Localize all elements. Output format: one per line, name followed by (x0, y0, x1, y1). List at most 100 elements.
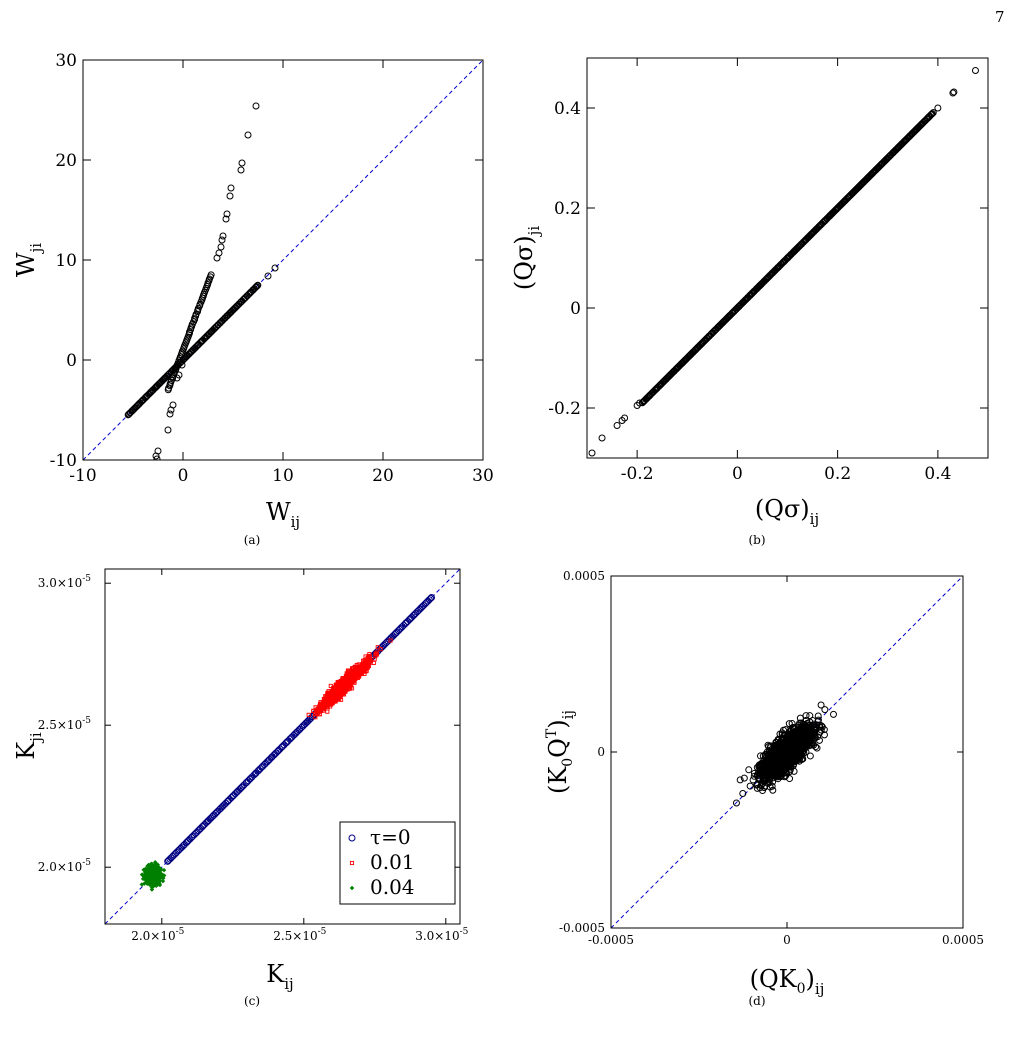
x-tick-label: 0 (178, 466, 189, 486)
data-point (148, 867, 154, 873)
ticks-a: -10 0 10 20 30 -10 0 10 20 30 (50, 51, 494, 486)
data-point (227, 184, 235, 192)
x-tick-label: -10 (69, 466, 96, 486)
y-tick-label: 20 (55, 151, 77, 171)
data-point (928, 110, 936, 118)
data-point (202, 819, 210, 827)
data-point (346, 675, 351, 680)
y-tick-label: 3.0×10-5 (38, 574, 91, 590)
data-point (146, 862, 151, 868)
data-point (736, 776, 744, 784)
data-point (806, 752, 814, 760)
data-point (167, 406, 175, 414)
data-point (799, 754, 807, 762)
x-axis-label-b: (Qσ)ij (755, 495, 819, 528)
data-point (227, 794, 235, 802)
data-point (338, 679, 343, 684)
data-point (140, 876, 146, 882)
data-point (346, 673, 351, 678)
data-point (333, 699, 338, 704)
plot-frame-b (586, 57, 989, 459)
data-point (829, 710, 837, 718)
data-point (198, 823, 206, 831)
data-point (798, 728, 806, 736)
y-axis-label-c: Kji (12, 732, 45, 760)
data-point (359, 662, 365, 667)
data-point (363, 654, 368, 659)
ticks-d: -0.0005 0 0.0005 -0.0005 0 0.0005 (559, 569, 984, 947)
series-s0 (124, 102, 279, 460)
data-point (840, 197, 848, 205)
data-point (703, 334, 711, 342)
data-point (153, 878, 159, 883)
data-point (768, 752, 776, 760)
data-point (373, 651, 378, 656)
data-point (237, 166, 245, 174)
y-tick-label: 2.5×10-5 (38, 716, 91, 732)
data-point (250, 771, 258, 779)
data-point (400, 621, 408, 629)
data-point (799, 721, 807, 729)
data-point (927, 111, 935, 119)
plot-area-c (105, 569, 460, 924)
data-point (774, 775, 782, 783)
data-point (205, 816, 213, 824)
data-point (137, 398, 145, 406)
data-point (178, 361, 186, 369)
data-point (244, 131, 252, 139)
data-point (405, 616, 413, 624)
legend-marker (349, 860, 355, 866)
data-point (319, 703, 324, 708)
legend-marker (348, 834, 356, 842)
data-point (215, 249, 223, 257)
data-point (302, 719, 310, 727)
data-point (329, 699, 334, 704)
data-point (621, 414, 629, 422)
data-point (290, 731, 298, 739)
y-tick-label: 0 (66, 351, 77, 371)
data-point (353, 674, 358, 679)
x-tick-label: -0.2 (621, 464, 654, 484)
data-point (338, 694, 343, 700)
data-point (147, 876, 153, 882)
data-point (313, 715, 318, 720)
data-point (758, 764, 766, 772)
data-point (388, 638, 393, 643)
data-point (971, 67, 979, 74)
x-tick-label: 10 (272, 466, 294, 486)
data-point (325, 695, 330, 700)
data-point (791, 743, 799, 751)
data-point (769, 786, 777, 794)
data-point (270, 751, 278, 759)
y-tick-label: 0 (597, 745, 605, 759)
data-point (800, 744, 808, 752)
y-tick-label: 0.0005 (563, 569, 605, 583)
data-point (827, 211, 835, 219)
chart-c: 2.0×10-5 2.5×10-5 3.0×10-5 2.0×10-5 2.5×10-5… (12, 568, 469, 1008)
data-point (252, 102, 260, 110)
data-point (149, 880, 155, 885)
chart-d: -0.0005 0 0.0005 -0.0005 0 0.0005 (QK0)ij (K0… (544, 569, 984, 1008)
x-tick-label: 0 (783, 933, 791, 947)
data-point (598, 434, 606, 442)
legend-label: τ=0 (370, 825, 411, 849)
data-point (792, 731, 800, 739)
data-point (767, 762, 775, 770)
data-point (315, 710, 320, 716)
data-point (320, 700, 325, 705)
caption-a: (a) (244, 533, 261, 547)
chart-a: -10 0 10 20 30 -10 0 10 20 30 Wij Wji (a) (12, 51, 494, 547)
x-tick-label: 20 (372, 466, 394, 486)
data-point (242, 779, 250, 787)
x-tick-label: 3.0×10-5 (415, 927, 468, 943)
data-point (271, 264, 279, 272)
data-point (814, 716, 822, 724)
data-point (818, 723, 826, 731)
data-point (798, 755, 806, 763)
x-tick-label: 0.4 (924, 464, 951, 484)
data-point (311, 708, 316, 714)
data-point (152, 859, 158, 865)
data-point (303, 718, 311, 726)
data-point (278, 743, 286, 751)
data-point (928, 110, 936, 118)
